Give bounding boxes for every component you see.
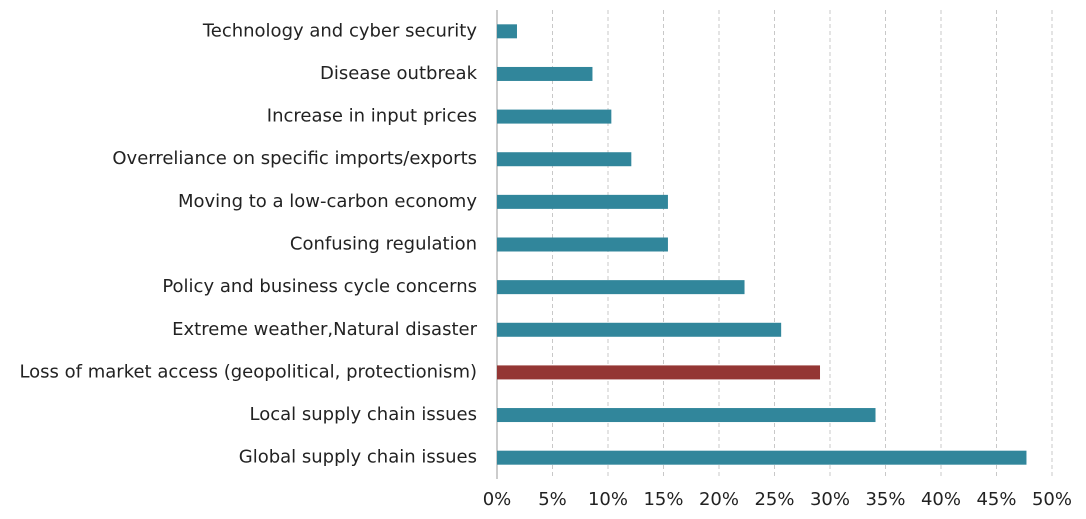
x-tick-label: 15% xyxy=(643,489,683,510)
bar xyxy=(497,237,668,252)
y-tick-label: Local supply chain issues xyxy=(250,404,477,425)
x-tick-label: 10% xyxy=(588,489,628,510)
y-tick-label: Moving to a low-carbon economy xyxy=(178,191,477,212)
bar xyxy=(497,280,745,295)
bar xyxy=(497,450,1027,465)
bar xyxy=(497,194,668,209)
y-tick-label: Policy and business cycle concerns xyxy=(162,276,477,297)
y-tick-label: Technology and cyber security xyxy=(202,20,478,41)
y-tick-label: Disease outbreak xyxy=(320,63,478,84)
y-tick-label: Loss of market access (geopolitical, pro… xyxy=(19,361,477,382)
bar xyxy=(497,152,632,167)
x-tick-label: 20% xyxy=(699,489,739,510)
x-tick-label: 0% xyxy=(483,489,512,510)
x-tick-label: 45% xyxy=(976,489,1016,510)
bar xyxy=(497,66,593,81)
x-tick-label: 35% xyxy=(865,489,905,510)
bar xyxy=(497,109,612,124)
x-tick-label: 50% xyxy=(1032,489,1072,510)
y-tick-label: Increase in input prices xyxy=(267,106,477,127)
y-tick-label: Extreme weather,Natural disaster xyxy=(172,319,477,340)
y-tick-label: Overreliance on specific imports/exports xyxy=(112,148,477,169)
y-tick-label: Confusing regulation xyxy=(290,234,477,255)
y-tick-label: Global supply chain issues xyxy=(239,447,477,468)
x-tick-label: 5% xyxy=(538,489,567,510)
bar xyxy=(497,365,821,380)
bar xyxy=(497,408,876,423)
bar xyxy=(497,322,782,337)
x-tick-label: 30% xyxy=(810,489,850,510)
x-tick-label: 40% xyxy=(921,489,961,510)
bar xyxy=(497,24,517,39)
x-tick-label: 25% xyxy=(754,489,794,510)
